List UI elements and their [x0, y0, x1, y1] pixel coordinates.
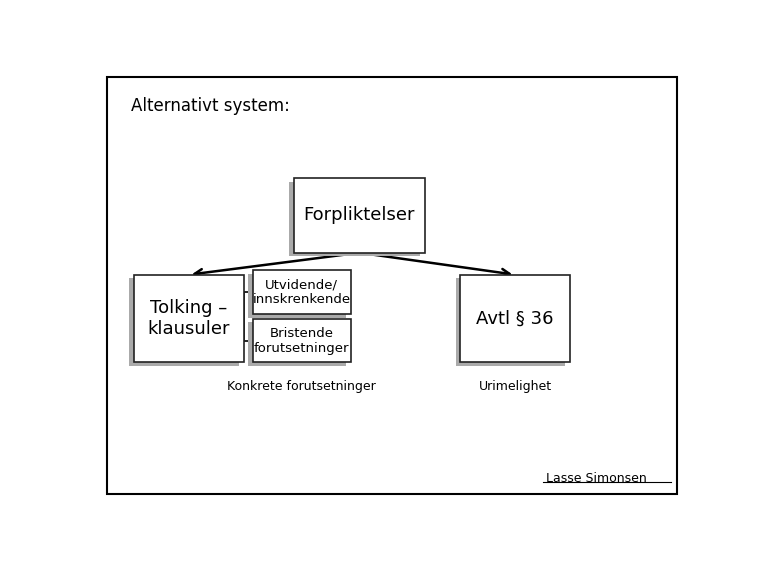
Text: Urimelighet: Urimelighet [479, 380, 552, 393]
Text: Lasse Simonsen: Lasse Simonsen [546, 473, 647, 485]
Bar [455, 278, 565, 366]
Text: Forpliktelser: Forpliktelser [304, 206, 415, 225]
Text: Avtl § 36: Avtl § 36 [477, 310, 554, 328]
Bar [252, 319, 350, 363]
Bar [134, 275, 244, 363]
Bar [289, 182, 420, 256]
Bar [461, 275, 570, 363]
Text: Tolking –
klausuler: Tolking – klausuler [148, 299, 230, 338]
Text: Konkrete forutsetninger: Konkrete forutsetninger [227, 380, 376, 393]
Bar [252, 270, 350, 314]
Bar [248, 322, 346, 366]
Text: Alternativt system:: Alternativt system: [132, 97, 290, 115]
Bar [248, 274, 346, 317]
Bar [129, 278, 239, 366]
Bar [295, 178, 425, 253]
Text: Utvidende/
innskrenkende: Utvidende/ innskrenkende [252, 278, 350, 306]
Text: Bristende
forutsetninger: Bristende forutsetninger [254, 327, 350, 355]
